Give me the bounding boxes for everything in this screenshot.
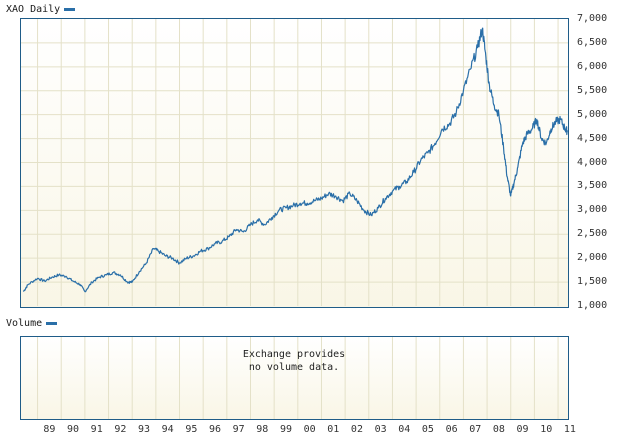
price-legend-label: XAO Daily — [6, 4, 61, 15]
x-tick-label: 95 — [185, 424, 198, 435]
y-tick-label: 7,000 — [577, 13, 608, 24]
no-volume-line2: no volume data. — [248, 362, 340, 373]
price-legend: XAO Daily — [6, 4, 76, 16]
volume-legend-label: Volume — [6, 318, 43, 329]
x-tick-label: 00 — [303, 424, 316, 435]
y-tick-label: 2,500 — [577, 228, 608, 240]
y-tick-label: 1,500 — [577, 276, 608, 288]
x-tick-label: 11 — [563, 424, 576, 435]
x-tick-label: 98 — [256, 424, 269, 435]
no-volume-message: Exchange provides no volume data. — [20, 348, 568, 374]
y-tick-label: 6,000 — [577, 60, 608, 72]
y-tick-label: 3,000 — [577, 204, 608, 216]
y-tick-label: 4,500 — [577, 132, 608, 144]
volume-legend-swatch — [46, 321, 58, 325]
x-tick-label: 91 — [90, 424, 103, 435]
x-tick-label: 92 — [114, 424, 127, 435]
y-tick-label: 2,000 — [577, 252, 608, 264]
volume-panel — [20, 336, 569, 420]
x-tick-label: 96 — [208, 424, 222, 435]
x-tick-label: 10 — [540, 424, 553, 435]
volume-legend: Volume — [6, 318, 58, 330]
x-tick-label: 94 — [161, 424, 174, 435]
y-tick-label: 4,000 — [577, 156, 608, 168]
price-legend-swatch — [64, 7, 76, 11]
x-tick-label: 07 — [469, 424, 482, 435]
x-tick-label: 03 — [374, 424, 387, 435]
y-tick-label: 1,000 — [577, 300, 608, 311]
x-tick-label: 06 — [445, 424, 458, 435]
x-tick-label: 90 — [67, 424, 80, 435]
y-tick-label: 5,000 — [577, 108, 608, 120]
x-tick-label: 09 — [516, 424, 529, 435]
y-tick-label: 6,500 — [577, 36, 608, 48]
no-volume-line1: Exchange provides — [242, 349, 346, 360]
xao-daily-line — [22, 27, 569, 293]
x-tick-label: 93 — [137, 424, 151, 435]
y-tick-label: 3,500 — [577, 180, 608, 192]
y-tick-label: 5,500 — [577, 84, 608, 96]
x-tick-label: 02 — [350, 424, 363, 435]
x-tick-label: 97 — [232, 424, 245, 435]
x-tick-label: 05 — [421, 424, 434, 435]
x-tick-label: 08 — [492, 424, 505, 435]
x-tick-label: 89 — [43, 424, 56, 435]
x-tick-label: 01 — [327, 424, 340, 435]
x-tick-label: 04 — [398, 424, 411, 435]
x-tick-label: 99 — [279, 424, 292, 435]
